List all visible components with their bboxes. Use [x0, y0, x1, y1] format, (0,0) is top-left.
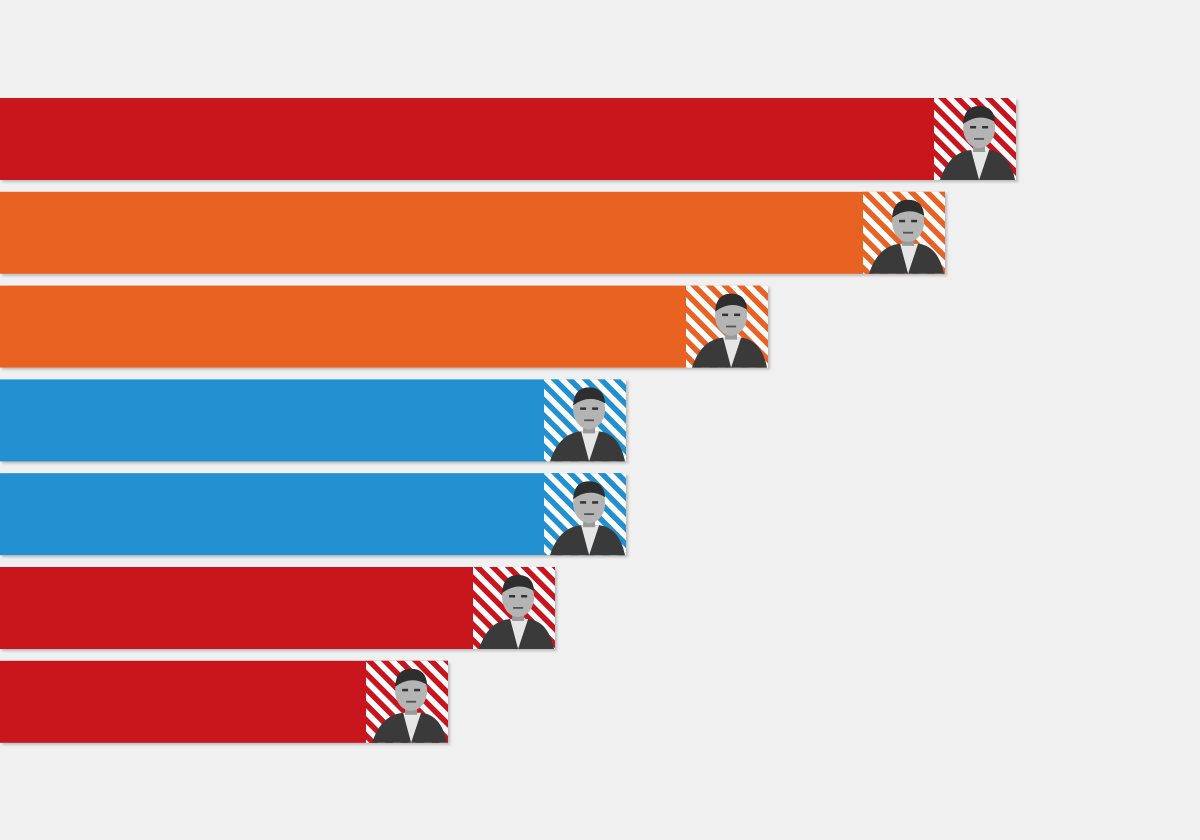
bar-group [0, 660, 448, 743]
bar [0, 567, 555, 649]
portrait-icon [479, 575, 554, 649]
bar-group [0, 379, 626, 462]
bar [0, 191, 945, 274]
bars-layer [0, 98, 1016, 743]
bar [0, 473, 626, 556]
bar-group [0, 191, 945, 274]
bar-group [0, 98, 1016, 180]
portrait-icon [869, 199, 944, 274]
bar-group [0, 473, 626, 556]
portrait-icon [550, 481, 625, 556]
portrait-icon [940, 106, 1015, 180]
bar [0, 285, 768, 368]
bar [0, 379, 626, 462]
portrait-icon [550, 387, 625, 462]
bar-group [0, 285, 768, 368]
portrait-icon [692, 293, 767, 368]
portrait-icon [372, 668, 447, 743]
bar [0, 98, 1016, 180]
bar-group [0, 567, 555, 649]
